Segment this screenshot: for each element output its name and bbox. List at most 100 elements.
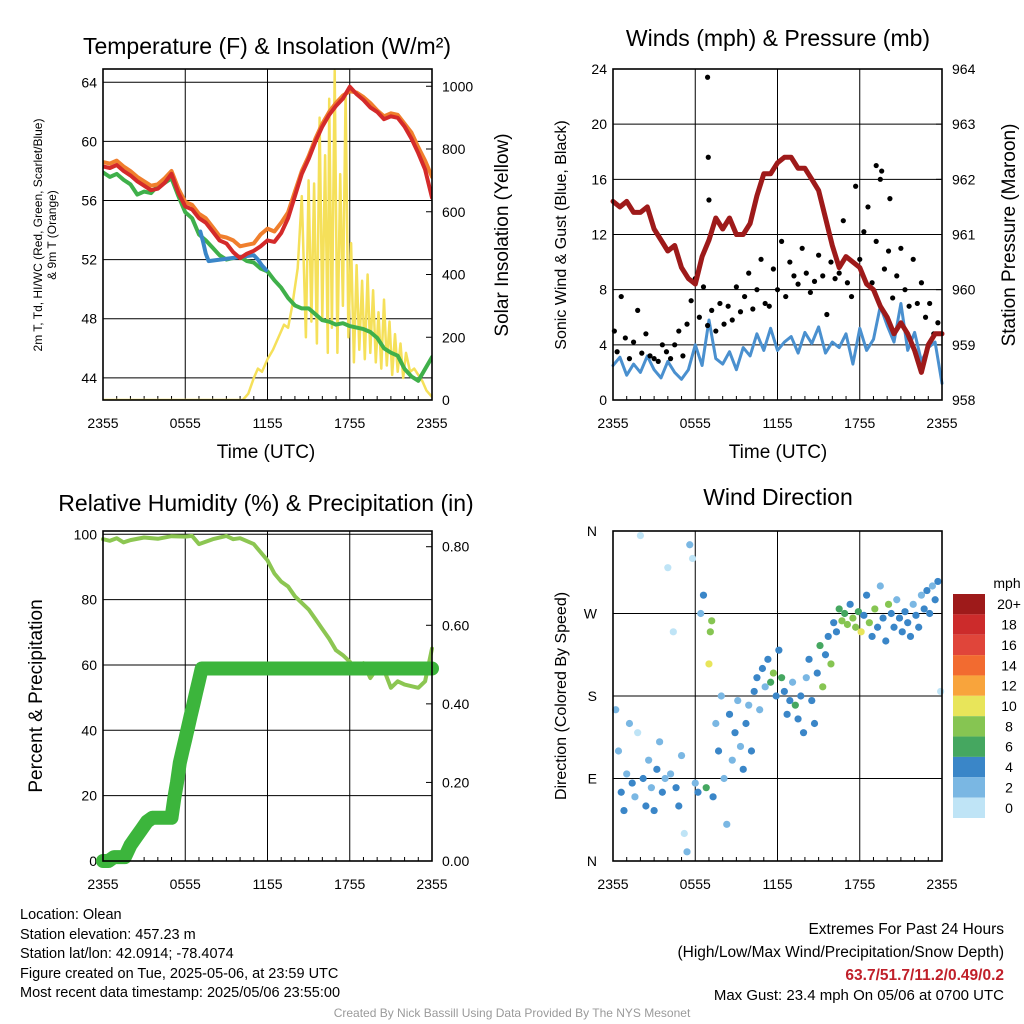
gust-point — [894, 273, 900, 279]
gust-point — [832, 276, 838, 282]
x-tick-label: 2355 — [87, 876, 118, 892]
direction-point — [731, 729, 739, 737]
y2-tick-label: 400 — [442, 267, 466, 283]
y-tick-label: 20 — [591, 116, 607, 132]
legend-label: 20+ — [997, 596, 1021, 612]
y2-tick-label: 0.40 — [442, 696, 469, 712]
gust-point — [721, 321, 727, 327]
dir-legend-unit: mph — [993, 575, 1020, 591]
rh-title: Relative Humidity (%) & Precipitation (i… — [58, 490, 473, 516]
y-tick-label: 60 — [81, 133, 97, 149]
direction-point — [778, 674, 786, 682]
direction-point — [775, 646, 783, 654]
gust-point — [746, 270, 752, 276]
direction-point — [656, 738, 664, 746]
x-tick-label: 2355 — [416, 876, 447, 892]
y-tick-label: 100 — [74, 526, 98, 542]
direction-point — [868, 632, 876, 641]
gust-point — [750, 306, 756, 312]
direction-point — [901, 608, 909, 616]
gust-point — [816, 252, 822, 258]
gust-point — [865, 204, 871, 210]
y-tick-label: 44 — [81, 370, 97, 386]
direction-point — [750, 687, 758, 696]
direction-point — [835, 605, 843, 613]
direction-point — [890, 623, 898, 631]
gust-point — [779, 238, 785, 244]
direction-point — [614, 747, 623, 755]
rh-ylabel: Percent & Precipitation — [26, 599, 47, 792]
direction-point — [761, 683, 769, 691]
plot-frame — [102, 530, 433, 862]
direction-point — [620, 806, 628, 815]
direction-point — [838, 617, 846, 625]
direction-point — [884, 600, 893, 608]
direction-point — [708, 617, 716, 625]
x-tick-label: 2355 — [926, 415, 957, 431]
direction-point — [931, 596, 939, 604]
temp-y2label: Solar Insolation (Yellow) — [492, 133, 513, 336]
legend-label: 2 — [1005, 779, 1013, 795]
gust-point — [811, 278, 818, 284]
direction-point — [934, 577, 942, 586]
gust-point — [758, 256, 764, 262]
gust-point — [618, 293, 624, 300]
gust-point — [667, 356, 674, 362]
y-tick-label: 24 — [591, 61, 607, 77]
x-tick-label: 0555 — [170, 876, 201, 892]
y2-tick-label: 963 — [952, 116, 976, 132]
gust-point — [879, 168, 885, 174]
x-tick-label: 1755 — [844, 415, 875, 431]
gust-point — [770, 266, 776, 272]
direction-point — [810, 719, 819, 728]
gust-point — [836, 270, 842, 276]
x-tick-label: 2355 — [87, 415, 118, 431]
gust-point — [704, 74, 711, 80]
direction-point — [666, 770, 675, 778]
direction-point — [917, 591, 926, 599]
x-tick-label: 2355 — [597, 876, 628, 892]
gust-point — [828, 259, 834, 265]
direction-point — [705, 660, 713, 668]
direction-point — [769, 669, 777, 677]
gust-point — [696, 314, 702, 320]
figure-created: Figure created on Tue, 2025-05-06, at 23… — [20, 965, 339, 982]
direction-point — [677, 751, 686, 760]
x-tick-label: 2355 — [597, 415, 628, 431]
x-tick-label: 1155 — [252, 876, 282, 892]
direction-point — [612, 706, 620, 714]
gust-point — [680, 353, 686, 359]
insolation-line — [103, 69, 432, 400]
direction-point — [923, 586, 931, 595]
x-tick-label: 2355 — [926, 876, 957, 892]
latest-timestamp: Most recent data timestamp: 2025/05/06 2… — [20, 985, 341, 1001]
station-latlon: Station lat/lon: 42.0914; -78.4074 — [20, 946, 234, 962]
direction-point — [857, 628, 865, 636]
direction-point — [639, 774, 647, 783]
direction-point — [846, 600, 854, 608]
direction-point — [631, 793, 639, 801]
direction-point — [819, 683, 827, 691]
gust-point — [848, 293, 855, 300]
direction-point — [791, 701, 799, 709]
gust-point — [626, 356, 633, 362]
y-tick-label: 56 — [81, 193, 97, 209]
legend-label: 0 — [1005, 800, 1013, 816]
y2-tick-label: 800 — [442, 141, 466, 157]
gust-point — [713, 328, 719, 334]
y-tick-label: 0 — [89, 853, 97, 869]
y-tick-label: 52 — [81, 252, 97, 268]
direction-point — [702, 784, 710, 792]
direction-point — [928, 582, 937, 590]
y2-tick-label: 0.60 — [442, 617, 469, 633]
direction-point — [672, 784, 680, 792]
gust-point — [795, 281, 801, 287]
direction-point — [926, 609, 934, 618]
direction-point — [658, 788, 666, 796]
windchill-line — [198, 229, 269, 272]
direction-point — [747, 747, 756, 755]
plot-frame — [612, 530, 943, 862]
plot-frame — [612, 68, 943, 401]
station-location: Location: Olean — [20, 907, 122, 923]
direction-point — [709, 793, 717, 801]
